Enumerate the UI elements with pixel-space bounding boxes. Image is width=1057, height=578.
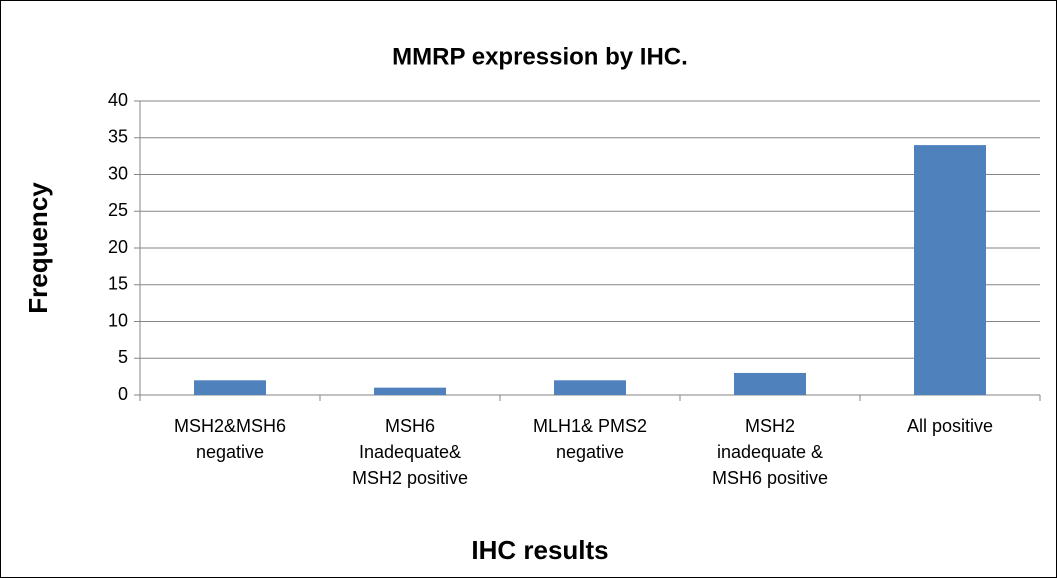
x-axis-label: IHC results bbox=[471, 535, 608, 565]
y-tick-label: 20 bbox=[108, 237, 128, 257]
y-tick-label: 5 bbox=[118, 347, 128, 367]
y-tick-label: 35 bbox=[108, 127, 128, 147]
y-tick-label: 25 bbox=[108, 200, 128, 220]
x-tick-label: MLH1& PMS2 negative bbox=[532, 416, 648, 462]
bar bbox=[734, 372, 806, 395]
chart-title: MMRP expression by IHC. bbox=[392, 43, 688, 70]
y-tick-label: 15 bbox=[108, 274, 128, 294]
y-tick-label: 0 bbox=[118, 384, 128, 404]
y-tick-label: 10 bbox=[108, 310, 128, 330]
x-tick-label: MSH6 Inadequate& MSH2 positive bbox=[351, 416, 469, 488]
y-tick-label: 40 bbox=[108, 90, 128, 110]
bar bbox=[554, 380, 626, 395]
x-tick-label: MSH2&MSH6 negative bbox=[173, 416, 287, 462]
bar bbox=[914, 145, 986, 395]
y-axis-label: Frequency bbox=[23, 182, 53, 314]
bar bbox=[374, 387, 446, 395]
x-tick-label: MSH2 inadequate & MSH6 positive bbox=[711, 416, 829, 488]
y-tick-label: 30 bbox=[108, 163, 128, 183]
x-tick-label: All positive bbox=[906, 416, 994, 436]
bar bbox=[194, 380, 266, 395]
